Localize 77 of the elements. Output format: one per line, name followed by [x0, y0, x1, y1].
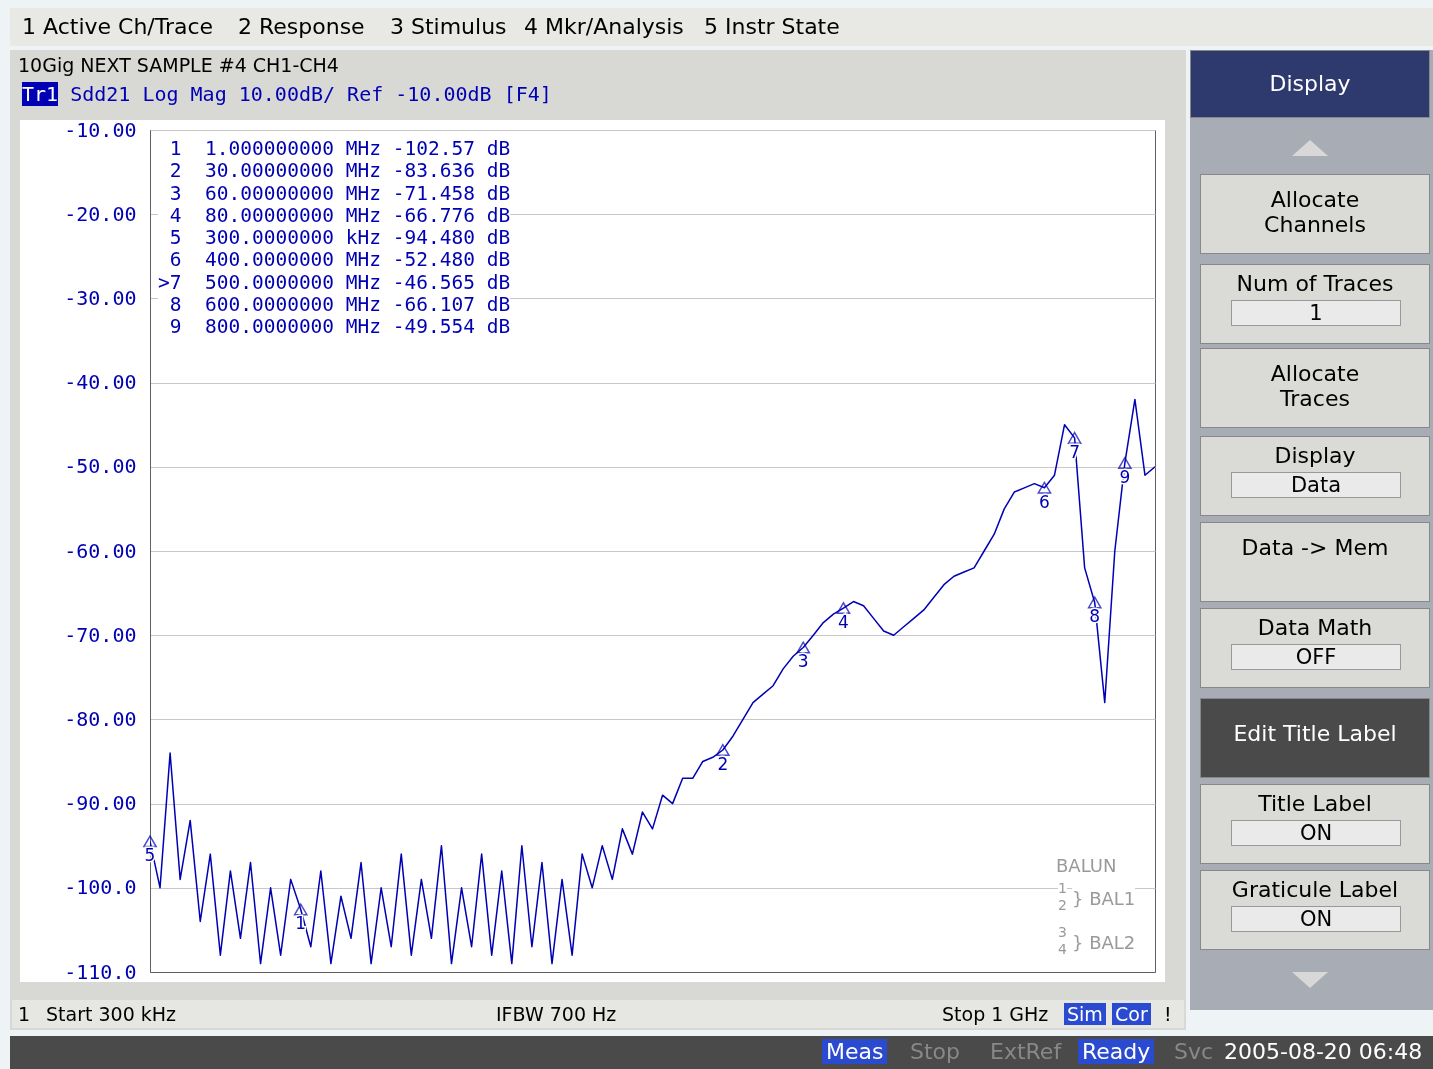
point — [143, 835, 157, 848]
text: Start 300 kHz — [46, 1003, 177, 1025]
annotation: 1 — [295, 913, 307, 934]
annotation: 3 — [797, 651, 809, 672]
y-tick-label: -20.00 — [64, 201, 137, 226]
y-tick-label: -110.0 — [64, 959, 137, 984]
annotation: >7 500.0000000 MHz -46.565 dB — [158, 270, 511, 294]
annotation: 9 800.0000000 MHz -49.554 dB — [169, 315, 511, 339]
annotation: } BAL1 — [1072, 888, 1136, 909]
text: 1 Active Ch/Trace — [22, 14, 214, 39]
point — [1087, 596, 1102, 609]
text: Edit Title Label — [1232, 721, 1398, 746]
text: Sim — [1064, 1003, 1106, 1025]
point — [796, 641, 811, 654]
text: Display — [1268, 71, 1352, 96]
annotation: 4 80.00000000 MHz -66.776 dB — [169, 203, 511, 227]
text: Stop — [909, 1039, 961, 1064]
point — [1037, 481, 1052, 494]
annotation: 4 — [838, 612, 849, 633]
text: 3 Stimulus — [390, 14, 507, 39]
text: Stop 1 GHz — [942, 1003, 1049, 1025]
text: Display — [1273, 443, 1357, 468]
y-tick-label: -50.00 — [64, 454, 137, 479]
annotation: 1 1.000000000 MHz -102.57 dB — [169, 137, 511, 160]
chart-title: 10Gig NEXT SAMPLE #4 CH1-CH4 — [18, 54, 339, 76]
point — [1067, 431, 1082, 444]
text: ExtRef — [989, 1039, 1063, 1064]
text: Tr1 — [22, 82, 59, 106]
y-tick-label: -10.00 — [64, 117, 137, 142]
text: Sdd21 Log Mag 10.00dB/ Ref -10.00dB [F4] — [69, 82, 552, 106]
text: Graticule Label — [1230, 877, 1400, 902]
y-tick-label: -70.00 — [64, 622, 137, 647]
annotation: 6 400.0000000 MHz -52.480 dB — [169, 248, 511, 272]
y-tick-label: -80.00 — [64, 706, 137, 731]
annotation: 2 30.00000000 MHz -83.636 dB — [169, 159, 511, 183]
annotation: 6 — [1039, 491, 1050, 512]
text: Meas — [822, 1039, 888, 1064]
text: OFF — [1231, 644, 1401, 670]
y-tick-label: -60.00 — [64, 538, 137, 563]
annotation: 3 — [1058, 924, 1067, 940]
text: ON — [1231, 906, 1401, 932]
text: 2005-08-20 06:48 — [1223, 1039, 1424, 1064]
annotation: } BAL2 — [1072, 932, 1136, 953]
text: Data Math — [1256, 615, 1374, 640]
point — [293, 903, 308, 916]
annotation: 4 — [1058, 941, 1067, 957]
text: 5 Instr State — [704, 14, 840, 39]
text: ! — [1164, 1003, 1172, 1025]
text: Title Label — [1257, 791, 1373, 816]
text: Cor — [1112, 1003, 1151, 1025]
annotation: 5 300.0000000 kHz -94.480 dB — [169, 226, 511, 250]
text: IFBW 700 Hz — [496, 1003, 617, 1025]
annotation: 2 — [717, 754, 729, 775]
text: 1 — [1231, 300, 1401, 326]
text: Allocate Traces — [1269, 361, 1361, 411]
text: Ready — [1078, 1039, 1155, 1064]
y-tick-label: -30.00 — [64, 285, 137, 310]
annotation: 2 — [1058, 897, 1067, 913]
y-tick-label: -40.00 — [64, 370, 137, 395]
annotation: BALUN — [1056, 855, 1117, 876]
text: 2 Response — [238, 14, 365, 39]
annotation: 1 — [1058, 880, 1067, 896]
y-tick-label: -90.00 — [64, 791, 137, 816]
text: Svc — [1173, 1039, 1215, 1064]
annotation: 8 600.0000000 MHz -66.107 dB — [169, 293, 511, 317]
text: Data -> Mem — [1241, 535, 1389, 560]
text: 4 Mkr/Analysis — [524, 14, 684, 39]
text: ON — [1231, 820, 1401, 846]
text: 1 — [18, 1003, 31, 1025]
text: Data — [1231, 472, 1401, 498]
point — [836, 602, 851, 615]
y-tick-label: -100.0 — [64, 875, 137, 900]
point — [715, 743, 730, 757]
text: Num of Traces — [1235, 271, 1395, 296]
point — [1117, 456, 1132, 470]
text: Allocate Channels — [1263, 187, 1367, 237]
annotation: 3 60.00000000 MHz -71.458 dB — [169, 181, 511, 205]
